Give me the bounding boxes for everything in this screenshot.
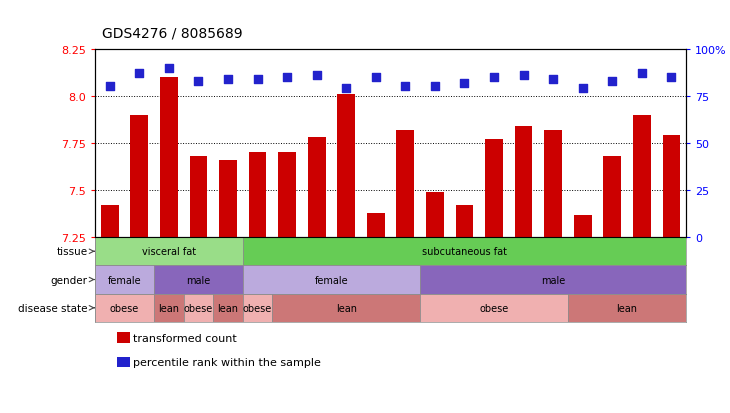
Bar	[396, 131, 414, 237]
Text: transformed count: transformed count	[133, 333, 237, 343]
Bar	[101, 206, 118, 237]
Bar	[485, 140, 503, 237]
Point	[134, 71, 145, 77]
Point	[607, 78, 618, 85]
Bar	[568, 294, 686, 322]
Bar	[633, 115, 650, 237]
Bar	[663, 136, 680, 237]
Bar	[604, 157, 621, 237]
Text: tissue: tissue	[56, 247, 88, 256]
Bar	[154, 294, 184, 322]
Bar	[337, 95, 355, 237]
Point	[666, 74, 677, 81]
Bar	[545, 131, 562, 237]
Bar	[367, 213, 385, 237]
Point	[429, 84, 441, 90]
Point	[577, 86, 588, 93]
Point	[636, 71, 648, 77]
Point	[311, 73, 323, 79]
Point	[370, 74, 382, 81]
Text: obese: obese	[110, 303, 139, 313]
Point	[163, 65, 174, 72]
Bar	[515, 127, 532, 237]
Bar	[420, 266, 686, 294]
Text: male: male	[541, 275, 565, 285]
Bar	[190, 157, 207, 237]
Bar	[219, 161, 237, 237]
Text: GDS4276 / 8085689: GDS4276 / 8085689	[102, 27, 243, 41]
Point	[193, 78, 204, 85]
Bar	[154, 266, 242, 294]
Point	[222, 76, 234, 83]
Text: visceral fat: visceral fat	[142, 247, 196, 256]
Bar	[574, 215, 591, 237]
Bar	[242, 266, 420, 294]
Text: obese: obese	[480, 303, 509, 313]
Bar	[160, 78, 177, 237]
Point	[104, 84, 115, 90]
Bar	[426, 192, 444, 237]
Bar	[242, 294, 272, 322]
Text: lean: lean	[218, 303, 239, 313]
Text: obese: obese	[184, 303, 213, 313]
Bar	[456, 206, 473, 237]
Bar	[95, 266, 154, 294]
Bar	[308, 138, 326, 237]
Bar	[272, 294, 420, 322]
Bar	[184, 294, 213, 322]
Bar	[278, 153, 296, 237]
Point	[252, 76, 264, 83]
Point	[458, 80, 470, 87]
Text: obese: obese	[243, 303, 272, 313]
Bar	[131, 115, 148, 237]
Text: gender: gender	[50, 275, 88, 285]
Bar	[213, 294, 242, 322]
Bar	[242, 237, 686, 266]
Text: lean: lean	[617, 303, 637, 313]
Bar	[95, 294, 154, 322]
Bar	[95, 237, 242, 266]
Text: lean: lean	[336, 303, 357, 313]
Point	[518, 73, 529, 79]
Text: male: male	[186, 275, 210, 285]
Point	[488, 74, 500, 81]
Point	[281, 74, 293, 81]
Text: subcutaneous fat: subcutaneous fat	[422, 247, 507, 256]
Point	[399, 84, 411, 90]
Text: female: female	[107, 275, 142, 285]
Point	[548, 76, 559, 83]
Text: female: female	[315, 275, 348, 285]
Bar	[249, 153, 266, 237]
Text: disease state: disease state	[18, 303, 88, 313]
Text: lean: lean	[158, 303, 180, 313]
Point	[340, 86, 352, 93]
Bar	[420, 294, 568, 322]
Text: percentile rank within the sample: percentile rank within the sample	[133, 357, 320, 367]
